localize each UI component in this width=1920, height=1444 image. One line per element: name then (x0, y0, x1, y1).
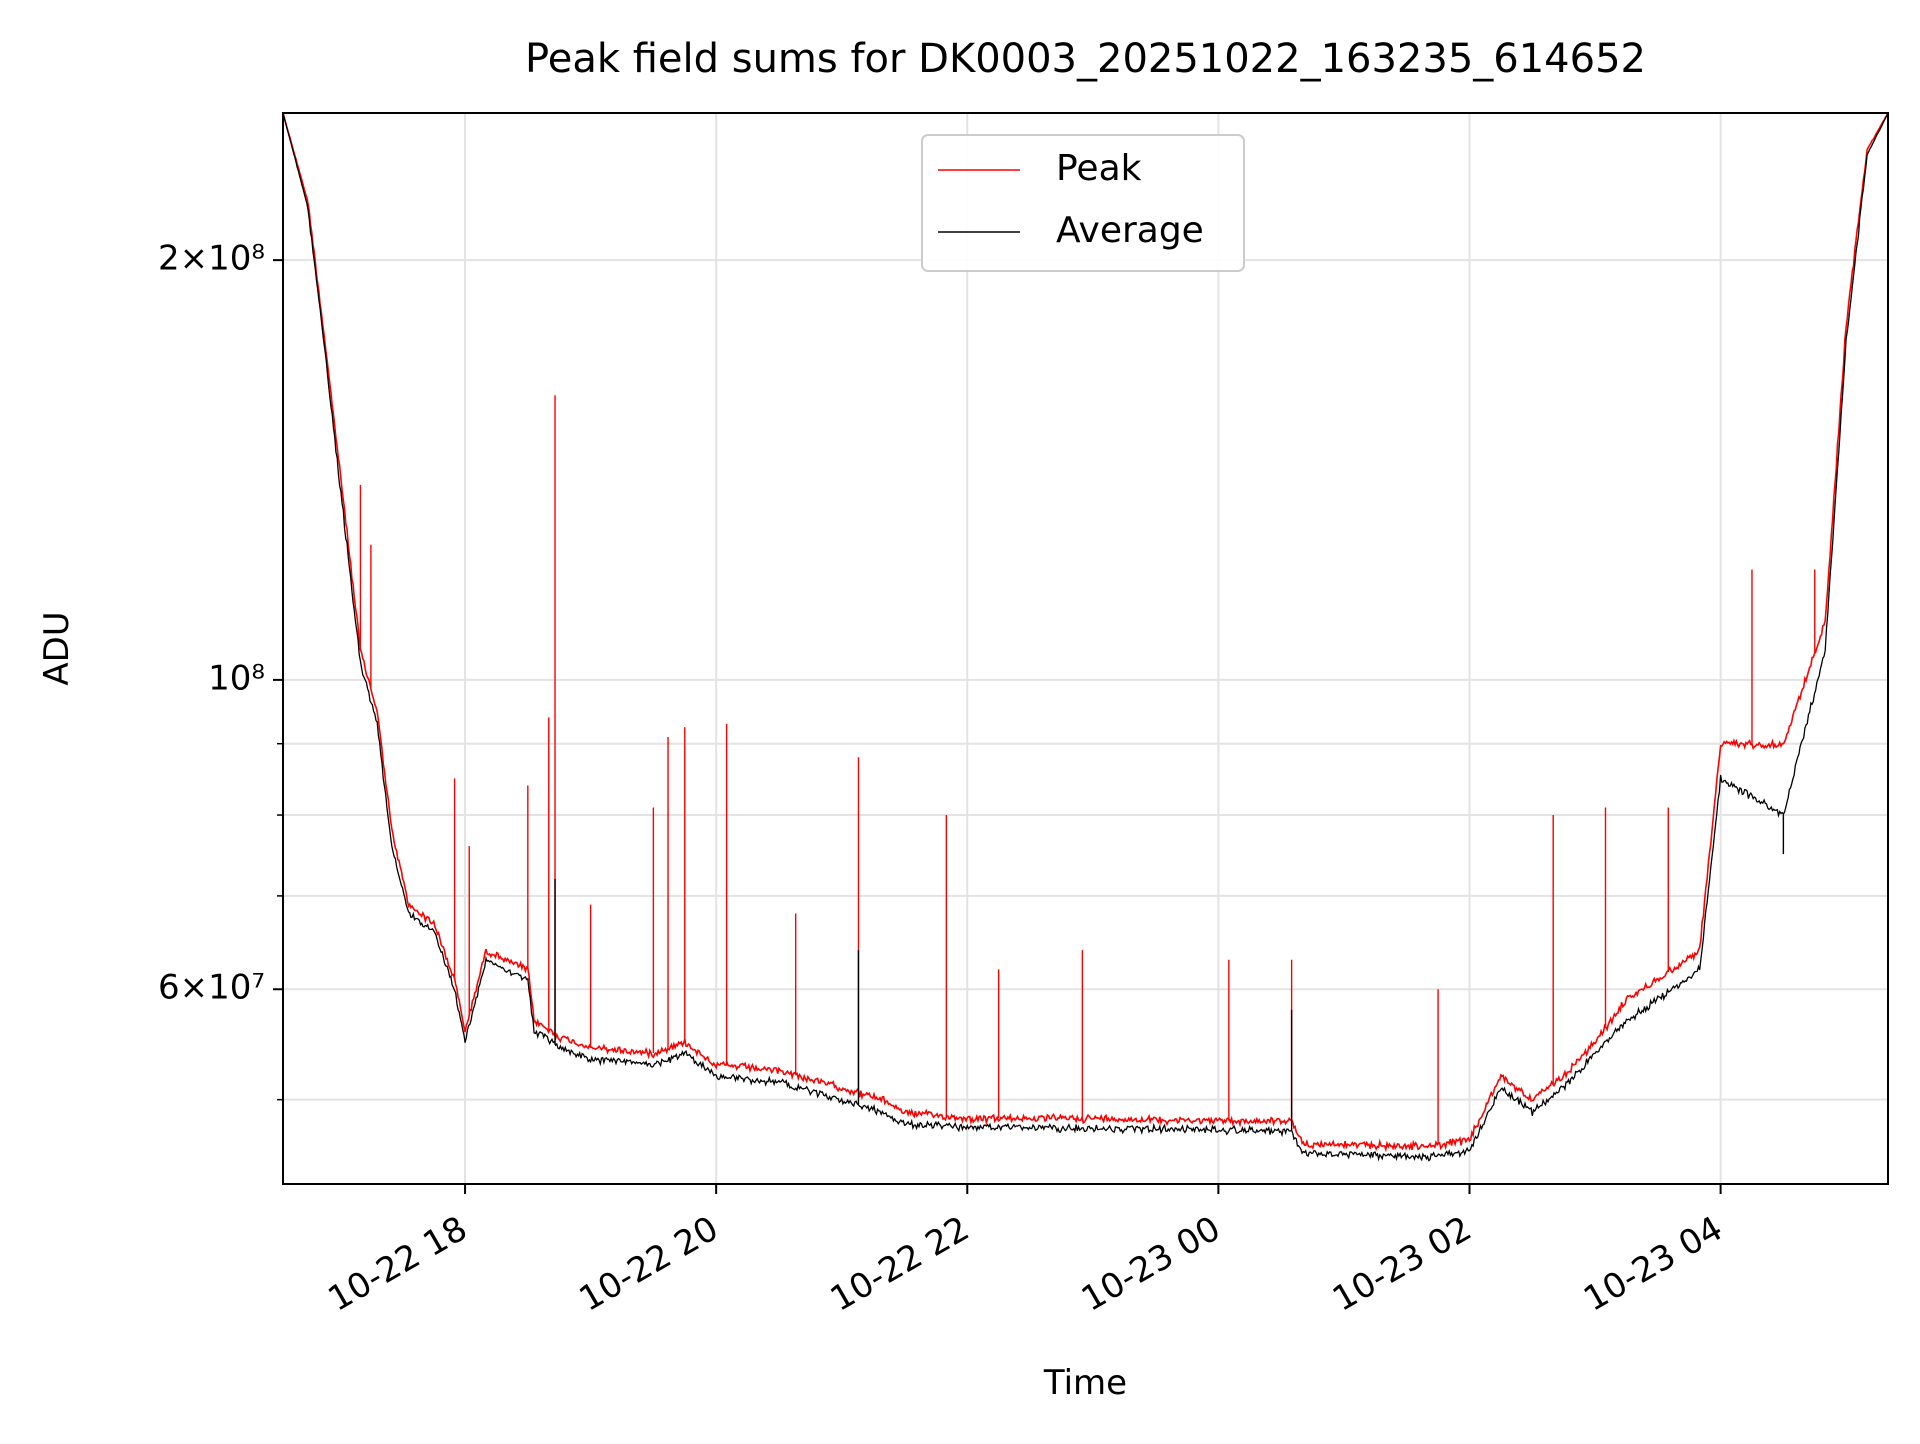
axes-frame (282, 112, 1889, 1185)
y-tick-label: 10⁸ (208, 658, 265, 698)
y-tick-label: 2×10⁸ (158, 239, 265, 279)
legend-label-average: Average (1056, 210, 1204, 251)
grid (283, 113, 1888, 1184)
x-axis-label: Time (1043, 1363, 1127, 1403)
legend-label-peak: Peak (1056, 148, 1142, 189)
series-line-peak (283, 113, 1888, 1153)
series-layer (283, 113, 1888, 1162)
y-axis-label: ADU (37, 611, 77, 685)
series-line-average (283, 113, 1888, 1162)
y-tick-label: 6×10⁷ (158, 968, 265, 1008)
chart-title: Peak field sums for DK0003_20251022_1632… (525, 36, 1646, 82)
legend-box (921, 134, 1245, 272)
legend: Peak Average (921, 134, 1245, 272)
